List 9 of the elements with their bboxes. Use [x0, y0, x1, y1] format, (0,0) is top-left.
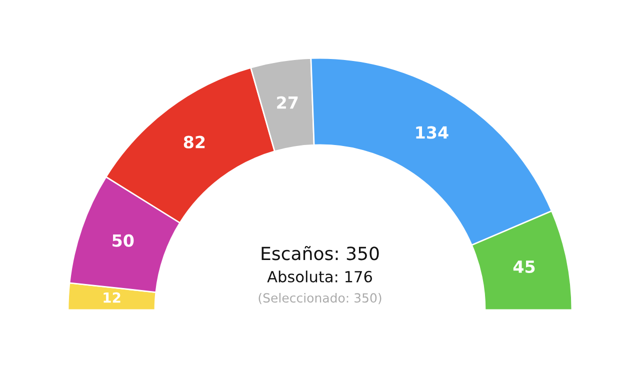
text: Escaños: 350 [262, 246, 379, 260]
text: (Seleccionado: 350) [258, 292, 382, 304]
data-label: 45 [513, 260, 535, 274]
text: Absoluta: 176 [267, 270, 372, 282]
data-label: 82 [184, 136, 205, 148]
data-label: 12 [104, 292, 120, 303]
data-label: 27 [277, 96, 298, 109]
data-label: 134 [416, 126, 448, 139]
data-label: 50 [112, 234, 134, 247]
